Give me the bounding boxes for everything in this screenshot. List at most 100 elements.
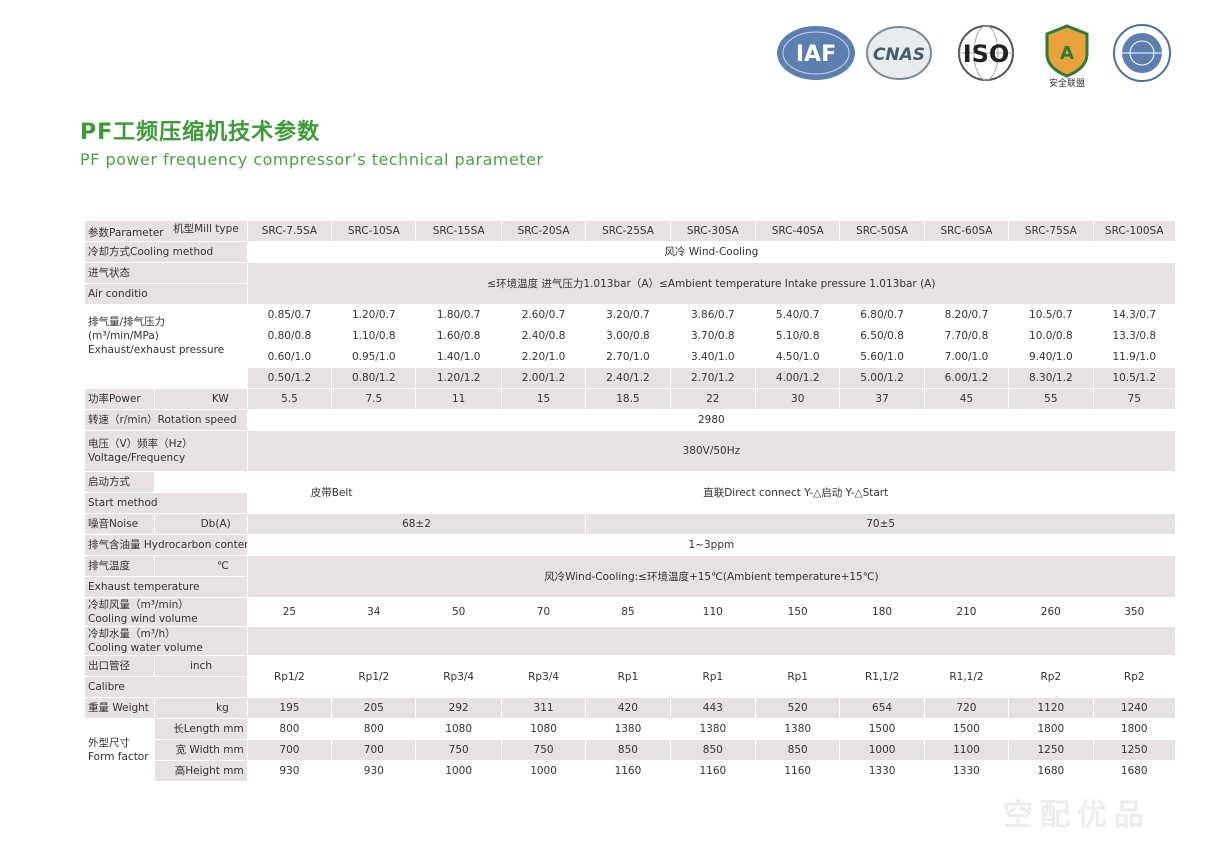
cooling-wind-value: 34 [331,597,417,627]
voltage-value: 380V/50Hz [246,430,1177,472]
hydrocarbon-value: 1~3ppm [246,534,1177,556]
weight-value: 292 [415,697,502,719]
exhaust-value: 0.85/0.7 [246,304,333,326]
header-row: 机型Mill type 参数Parameter SRC-7.5SA SRC-10… [84,220,1177,242]
weight-value: 311 [500,697,587,719]
cooling-wind-value: 25 [246,597,333,627]
exhaust-value: 2.00/1.2 [500,367,587,389]
calibre-value: Rp1/2 [246,655,333,698]
exhaust-value: 4.50/1.0 [755,346,841,368]
form-length-value: 800 [246,718,333,740]
form-height-value: 1330 [923,760,1010,782]
calibre-value: Rp1 [755,655,841,698]
exhaust-value: 0.80/1.2 [331,367,417,389]
exhaust-value: 0.50/1.2 [246,367,333,389]
calibre-unit: inch [154,655,248,677]
weight-value: 195 [246,697,333,719]
power-value: 7.5 [331,388,417,410]
form-height-value: 1160 [755,760,841,782]
form-factor-label: 外型尺寸 Form factor [83,718,156,782]
exhaust-row: 0.60/1.0 0.95/1.0 1.40/1.0 2.20/1.0 2.70… [85,346,1177,368]
weight-value: 520 [755,697,841,719]
model-header: SRC-7.5SA [246,220,333,242]
form-width-value: 700 [246,739,333,761]
model-header: SRC-20SA [500,220,587,242]
power-value: 45 [923,388,1010,410]
voltage-row: 电压（V）频率（Hz） Voltage/Frequency 380V/50Hz [84,430,1177,472]
spec-table: 机型Mill type 参数Parameter SRC-7.5SA SRC-10… [83,220,1177,782]
model-header: SRC-25SA [585,220,671,242]
cooling-wind-label-cn: 冷却风量（m³/min） [88,599,189,611]
form-height-value: 1000 [500,760,587,782]
exhaust-label-en: Exhaust/exhaust pressure [88,344,225,356]
speed-row: 转速（r/min）Rotation speed 2980 [84,409,1177,431]
exhaust-value: 11.9/1.0 [1092,346,1177,368]
start-method-belt: 皮带Belt [246,471,417,514]
cnas-logo: CNAS [866,26,932,80]
exhaust-label-unit: (m³/min/MPa) [88,330,159,342]
power-value: 11 [415,388,502,410]
power-label: 功率Power [83,388,156,410]
start-method-row-2: Start method [84,492,1176,514]
intake-state-label-en: Air conditio [84,283,248,305]
exhaust-value: 8.30/1.2 [1008,367,1094,389]
start-method-label-cn: 启动方式 [83,471,156,493]
weight-value: 720 [923,697,1010,719]
cooling-wind-value: 85 [585,597,671,627]
speed-value: 2980 [246,409,1177,431]
cooling-wind-row: 冷却风量（m³/min） Cooling wind volume 25 34 5… [84,597,1177,627]
page-title-cn: PF工频压缩机技术参数 [80,120,321,145]
exhaust-value: 10.0/0.8 [1008,325,1094,347]
form-length-label: 长Length mm [154,718,248,740]
cooling-water-label-en: Cooling water volume [88,642,203,654]
power-value: 37 [839,388,925,410]
weight-value: 654 [839,697,925,719]
exhaust-value: 14.3/0.7 [1092,304,1177,326]
exhaust-temp-value: 风冷Wind-Cooling:≤环境温度+15℃(Ambient tempera… [246,555,1177,598]
exhaust-value: 8.20/0.7 [923,304,1010,326]
hydrocarbon-label: 排气含油量 Hydrocarbon content [84,534,248,556]
form-width-value: 750 [415,739,502,761]
calibre-value: R1,1/2 [923,655,1010,698]
svg-text:ISO: ISO [963,40,1010,68]
cooling-wind-value: 350 [1092,597,1177,627]
noise-row: 噪音Noise Db(A) 68±2 70±5 [83,513,1176,535]
form-width-value: 850 [669,739,757,761]
certification-seal-logo [1113,24,1171,82]
exhaust-row: 排气量/排气压力 (m³/min/MPa) Exhaust/exhaust pr… [84,304,1177,368]
form-width-value: 850 [755,739,841,761]
power-value: 22 [669,388,757,410]
form-width-value: 1250 [1008,739,1094,761]
start-method-row: 启动方式 皮带Belt 直联Direct connect Y-△启动 Y-△St… [83,471,1176,514]
weight-unit: kg [154,697,248,719]
exhaust-value: 6.00/1.2 [923,367,1010,389]
calibre-value: Rp1/2 [331,655,417,698]
exhaust-value: 3.86/0.7 [669,304,757,326]
intake-state-value: ≤环境温度 进气压力1.013bar（A）≤Ambient temperatur… [246,262,1177,305]
safety-alliance-logo: A 安全联盟 [1045,24,1089,88]
form-height-label: 高Height mm [154,760,248,782]
exhaust-temp-unit: ℃ [154,555,248,577]
cooling-method-label: 冷却方式Cooling method [84,241,248,263]
svg-text:安全联盟: 安全联盟 [1049,77,1085,88]
exhaust-value: 5.40/0.7 [755,304,841,326]
noise-unit: Db(A) [154,513,248,535]
exhaust-value: 1.60/0.8 [415,325,502,347]
form-width-value: 750 [500,739,587,761]
weight-row: 重量 Weight kg 195 205 292 311 420 443 520… [83,697,1177,719]
exhaust-value: 2.70/1.2 [669,367,757,389]
cooling-method-row: 冷却方式Cooling method 风冷 Wind-Cooling [84,241,1177,263]
exhaust-row: 0.50/1.2 0.80/1.2 1.20/1.2 2.00/1.2 2.40… [83,367,1177,389]
weight-value: 443 [669,697,757,719]
iso-logo: ISO [958,25,1014,81]
exhaust-value: 10.5/1.2 [1092,367,1177,389]
exhaust-value: 2.40/1.2 [585,367,671,389]
cooling-water-label-cn: 冷却水量（m³/h） [88,628,176,640]
cooling-water-value [246,626,1177,656]
exhaust-value: 5.10/0.8 [755,325,841,347]
power-unit: KW [154,388,248,410]
power-value: 15 [500,388,587,410]
model-header: SRC-40SA [755,220,841,242]
page-title-en: PF power frequency compressor’s technica… [80,150,544,169]
exhaust-value: 1.20/0.7 [331,304,417,326]
